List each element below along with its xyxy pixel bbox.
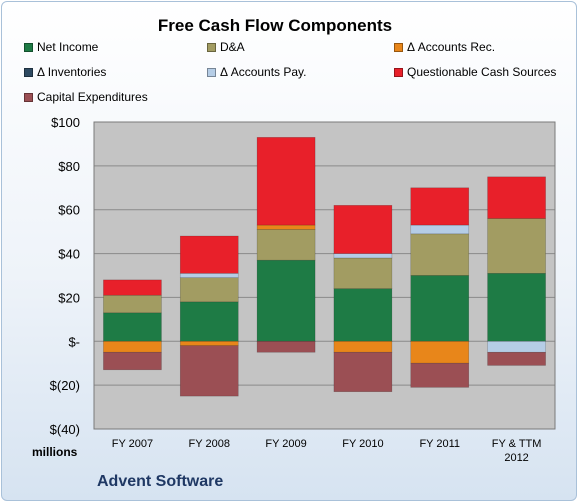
units-label: millions [32,445,78,459]
bar-segment [487,176,546,219]
plot-area [94,122,555,429]
bar-segment [103,340,162,353]
bar-segment [103,351,162,371]
bar-segment [103,294,162,314]
plot-border [93,121,556,430]
bar-segment [179,345,239,397]
bar-segment [410,275,470,342]
bar-segment [256,224,316,230]
legend-swatch [207,42,216,52]
legend-item: D&A [207,40,245,54]
legend-item: Δ Accounts Rec. [394,40,495,54]
bar-segment [179,235,239,274]
legend-item: Δ Accounts Pay. [207,65,307,79]
bar-segment [256,340,316,353]
bar-segment [333,253,393,259]
x-tick-label: FY 2007 [112,438,153,450]
bar-segment [487,351,546,366]
legend-swatch [24,42,33,52]
legend-label: Δ Accounts Rec. [407,40,496,54]
y-tick-label: $60 [58,203,80,218]
bar-segment [333,288,393,342]
bar-segment [179,340,239,346]
legend-label: Capital Expenditures [37,90,148,104]
legend-item: Capital Expenditures [24,90,148,104]
legend-swatch [24,67,33,77]
bar-segment [487,218,546,274]
bar-segment [333,257,393,289]
bar-segment [179,273,239,278]
y-tick-label: $(20) [50,378,80,393]
x-tick-label: FY 2011 [419,438,460,450]
legend-label: Δ Inventories [37,65,107,79]
bar-segment [410,187,470,226]
bar-segment [333,340,393,353]
x-tick-label: FY 2010 [342,438,383,450]
bar-segment [410,362,470,388]
bar-segment [410,233,470,276]
bar-segment [103,312,162,342]
bar-segment [487,340,546,353]
legend-swatch [24,92,33,102]
y-tick-label: $(40) [50,422,80,437]
legend-swatch [394,42,403,52]
legend-swatch [394,67,403,77]
y-tick-label: $20 [58,290,80,305]
bar-segment [333,205,393,254]
bar-segment [179,301,239,342]
legend-swatch [207,67,216,77]
legend-label: Δ Accounts Pay. [220,65,307,79]
y-tick-label: $80 [58,159,80,174]
bar-segment [256,137,316,226]
legend-label: Net Income [37,40,99,54]
y-tick-label: $- [68,334,80,349]
y-tick-label: $100 [51,115,80,130]
x-tick-label: FY 2008 [189,438,230,450]
y-tick-label: $40 [58,247,80,262]
bar-segment [103,279,162,296]
bar-segment [410,224,470,235]
legend-label: D&A [220,40,245,54]
bar-segment [410,340,470,364]
x-tick-label: FY 2009 [265,438,306,450]
legend-item: Δ Inventories [24,65,106,79]
legend-item: Questionable Cash Sources [394,65,556,79]
x-tick-label: FY & TTM 2012 [492,438,542,464]
bar-segment [256,259,316,342]
bar-segment [487,273,546,342]
bar-segment [179,277,239,303]
legend-item: Net Income [24,40,98,54]
bar-segment [333,351,393,393]
chart-title: Free Cash Flow Components [157,16,393,35]
bar-segment [256,229,316,261]
company-name: Advent Software [97,473,224,490]
legend-label: Questionable Cash Sources [407,65,557,79]
